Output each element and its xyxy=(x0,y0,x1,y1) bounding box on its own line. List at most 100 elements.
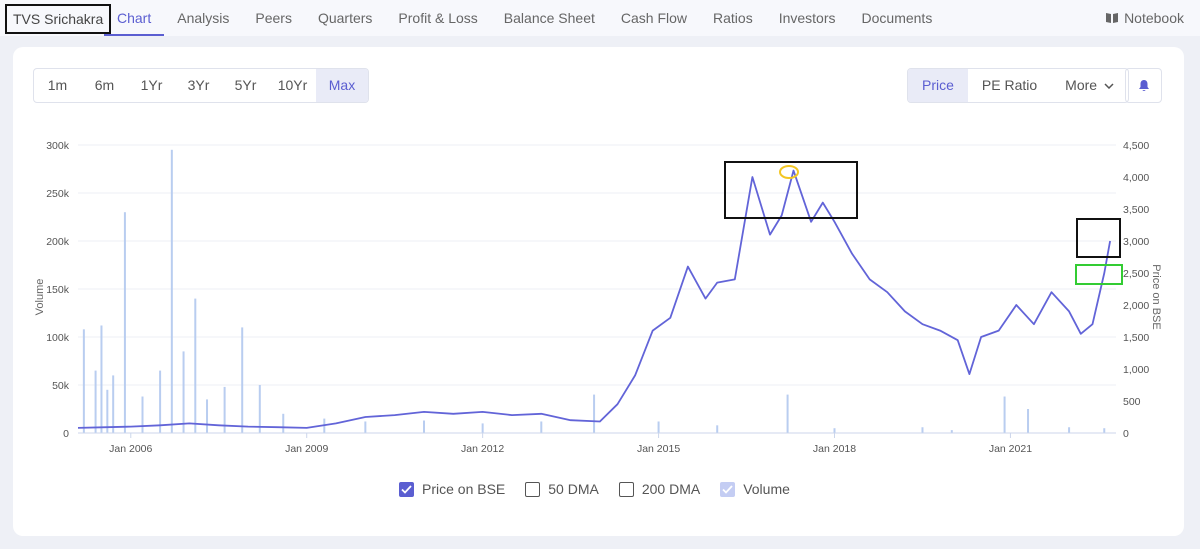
metric-pe-ratio[interactable]: PE Ratio xyxy=(981,77,1038,93)
right-tick-label: 0 xyxy=(1123,428,1129,440)
metric-price[interactable]: Price xyxy=(908,69,968,102)
notebook-link[interactable]: Notebook xyxy=(1105,0,1184,36)
tab-profit-loss[interactable]: Profit & Loss xyxy=(398,10,478,26)
volume-bar xyxy=(206,399,209,433)
volume-bar xyxy=(364,421,367,433)
volume-bar xyxy=(921,427,924,433)
x-tick-label: Jan 2006 xyxy=(109,443,152,455)
tab-investors[interactable]: Investors xyxy=(778,10,836,26)
right-axis-ticks: 0 500 1,000 1,500 2,000 2,500 3,000 3,500 4,000 4… xyxy=(1123,140,1149,440)
volume-bar xyxy=(481,423,484,433)
volume-bar xyxy=(540,421,543,433)
tab-analysis[interactable]: Analysis xyxy=(177,10,230,26)
right-tick-label: 500 xyxy=(1123,396,1141,408)
highlight-box-recent-high xyxy=(1076,218,1121,258)
volume-bar xyxy=(716,425,719,433)
price-line xyxy=(77,169,1111,429)
volume-bar xyxy=(94,370,97,433)
right-tick-label: 3,500 xyxy=(1123,204,1149,216)
tab-ratios[interactable]: Ratios xyxy=(713,10,753,26)
left-tick-label: 0 xyxy=(63,428,69,440)
tab-peers[interactable]: Peers xyxy=(255,10,292,26)
x-tick-label: Jan 2009 xyxy=(285,443,328,455)
volume-bar xyxy=(123,212,126,433)
highlight-box-peak xyxy=(724,161,858,219)
right-tick-label: 1,000 xyxy=(1123,364,1149,376)
right-tick-label: 2,000 xyxy=(1123,300,1149,312)
right-tick-label: 1,500 xyxy=(1123,332,1149,344)
highlight-box-breakout xyxy=(1075,264,1123,285)
legend-200dma[interactable]: 200 DMA xyxy=(618,481,701,497)
tab-cash-flow[interactable]: Cash Flow xyxy=(620,10,688,26)
volume-bar xyxy=(241,327,244,433)
volume-bar xyxy=(786,394,789,433)
volume-bar xyxy=(258,385,261,433)
more-label: More xyxy=(1065,77,1098,93)
volume-bar xyxy=(112,375,115,433)
volume-bar xyxy=(1068,427,1071,433)
x-tick-label: Jan 2015 xyxy=(637,443,680,455)
volume-bar xyxy=(1027,409,1030,433)
left-tick-label: 300k xyxy=(46,140,70,152)
checkbox-checked-icon xyxy=(399,481,414,497)
period-10yr[interactable]: 10Yr xyxy=(277,77,308,93)
x-tick-label: Jan 2018 xyxy=(813,443,856,455)
left-tick-label: 200k xyxy=(46,236,70,248)
period-1yr[interactable]: 1Yr xyxy=(140,77,163,93)
grid-lines xyxy=(78,144,1116,386)
chart-card xyxy=(13,47,1184,536)
right-tick-label: 4,000 xyxy=(1123,172,1149,184)
left-tick-label: 100k xyxy=(46,332,70,344)
legend-volume[interactable]: Volume xyxy=(720,481,790,497)
volume-bar xyxy=(833,428,836,433)
right-tick-label: 2,500 xyxy=(1123,268,1149,280)
highlight-circle-peak xyxy=(779,165,799,179)
legend-50dma[interactable]: 50 DMA xyxy=(525,481,599,497)
volume-bar xyxy=(182,351,185,433)
volume-bar xyxy=(82,329,85,433)
notebook-label: Notebook xyxy=(1124,10,1184,26)
period-max[interactable]: Max xyxy=(316,69,368,102)
period-6m[interactable]: 6m xyxy=(94,77,115,93)
left-axis-ticks: 0 50k 100k 150k 200k 250k 300k xyxy=(46,140,70,440)
volume-bar xyxy=(282,413,285,433)
tab-balance-sheet[interactable]: Balance Sheet xyxy=(503,10,595,26)
right-axis-title: Price on BSE xyxy=(1150,264,1162,329)
volume-bar xyxy=(950,430,953,433)
volume-bar xyxy=(657,421,660,433)
volume-bar xyxy=(106,389,109,433)
tab-quarters[interactable]: Quarters xyxy=(317,10,373,26)
tab-documents[interactable]: Documents xyxy=(861,10,933,26)
book-icon xyxy=(1106,13,1119,23)
right-tick-label: 3,000 xyxy=(1123,236,1149,248)
volume-bar xyxy=(593,394,596,433)
metric-more-dropdown[interactable]: More xyxy=(1051,69,1128,102)
alert-button[interactable] xyxy=(1125,68,1162,103)
x-tick-label: Jan 2021 xyxy=(989,443,1032,455)
left-tick-label: 150k xyxy=(46,284,70,296)
chart-legend: Price on BSE 50 DMA 200 DMA Volume xyxy=(399,481,790,497)
top-nav: TVS Srichakra Chart Analysis Peers Quart… xyxy=(0,0,1200,36)
volume-bar xyxy=(170,149,173,434)
volume-bar xyxy=(194,298,197,433)
left-tick-label: 50k xyxy=(52,380,70,392)
volume-bar xyxy=(159,370,162,433)
x-tick-label: Jan 2012 xyxy=(461,443,504,455)
tab-chart[interactable]: Chart xyxy=(104,0,165,36)
volume-bars xyxy=(82,149,1106,434)
period-5yr[interactable]: 5Yr xyxy=(234,77,257,93)
volume-bar xyxy=(100,325,103,433)
checkbox-empty-icon xyxy=(618,481,634,497)
company-name[interactable]: TVS Srichakra xyxy=(5,4,112,34)
x-axis-ticks: Jan 2006 Jan 2009 Jan 2012 Jan 2015 Jan 2018… xyxy=(109,433,1032,455)
legend-50dma-label: 50 DMA xyxy=(548,481,599,497)
legend-200dma-label: 200 DMA xyxy=(641,481,701,497)
volume-bar xyxy=(423,420,425,433)
legend-price-label: Price on BSE xyxy=(422,481,506,497)
legend-price[interactable]: Price on BSE xyxy=(399,481,505,497)
period-1m[interactable]: 1m xyxy=(47,77,68,93)
period-3yr[interactable]: 3Yr xyxy=(187,77,210,93)
legend-volume-label: Volume xyxy=(743,481,790,497)
checkbox-empty-icon xyxy=(525,481,541,497)
